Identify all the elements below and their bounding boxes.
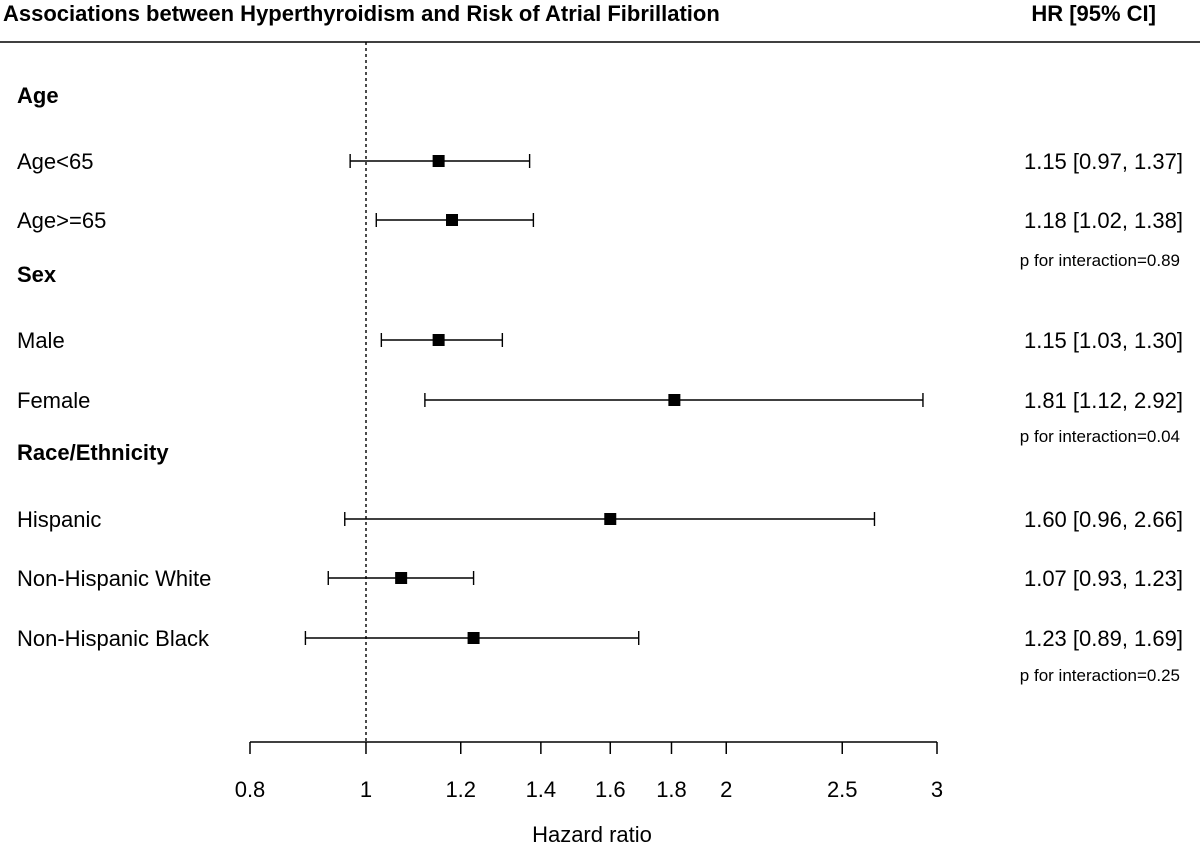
x-tick-label: 3	[931, 777, 943, 802]
forest-rows: Age Age<65 1.15 [0.97, 1.37] Age>=65 1.18 [1…	[17, 83, 1183, 685]
hr-point-marker	[467, 632, 480, 644]
row-label: Non-Hispanic White	[17, 566, 211, 591]
hr-column-header: HR [95% CI]	[1031, 1, 1156, 26]
row-label: Female	[17, 388, 90, 413]
x-tick-label: 2	[720, 777, 732, 802]
hr-ci-value: 1.23 [0.89, 1.69]	[1024, 626, 1183, 651]
x-tick-label: 1.8	[656, 777, 687, 802]
hr-point-marker	[604, 513, 617, 525]
x-axis: 0.8 1 1.2 1.4 1.6 1.8 2 2.5 3	[235, 741, 943, 802]
x-tick-label: 1.6	[595, 777, 626, 802]
row-label: Age>=65	[17, 208, 106, 233]
row-label: Hispanic	[17, 507, 101, 532]
hr-ci-value: 1.81 [1.12, 2.92]	[1024, 388, 1183, 413]
x-tick-label: 0.8	[235, 777, 266, 802]
hr-point-marker	[432, 334, 445, 346]
hr-point-marker	[395, 572, 408, 584]
p-interaction: p for interaction=0.89	[1020, 251, 1180, 270]
chart-title: Associations between Hyperthyroidism and…	[3, 1, 720, 26]
x-tick-label: 2.5	[827, 777, 858, 802]
hr-ci-value: 1.15 [0.97, 1.37]	[1024, 149, 1183, 174]
hr-point-marker	[432, 155, 445, 167]
x-tick-label: 1	[360, 777, 372, 802]
x-axis-title: Hazard ratio	[532, 822, 652, 847]
group-label: Race/Ethnicity	[17, 440, 169, 465]
x-tick-label: 1.4	[526, 777, 557, 802]
group-label: Age	[17, 83, 59, 108]
row-label: Non-Hispanic Black	[17, 626, 210, 651]
group-label: Sex	[17, 262, 57, 287]
row-label: Male	[17, 328, 65, 353]
hr-point-marker	[668, 394, 681, 406]
x-tick-label: 1.2	[445, 777, 476, 802]
p-interaction: p for interaction=0.25	[1020, 666, 1180, 685]
hr-point-marker	[446, 214, 459, 226]
hr-ci-value: 1.18 [1.02, 1.38]	[1024, 208, 1183, 233]
row-label: Age<65	[17, 149, 93, 174]
p-interaction: p for interaction=0.04	[1020, 427, 1180, 446]
hr-ci-value: 1.15 [1.03, 1.30]	[1024, 328, 1183, 353]
hr-ci-value: 1.07 [0.93, 1.23]	[1024, 566, 1183, 591]
hr-ci-value: 1.60 [0.96, 2.66]	[1024, 507, 1183, 532]
